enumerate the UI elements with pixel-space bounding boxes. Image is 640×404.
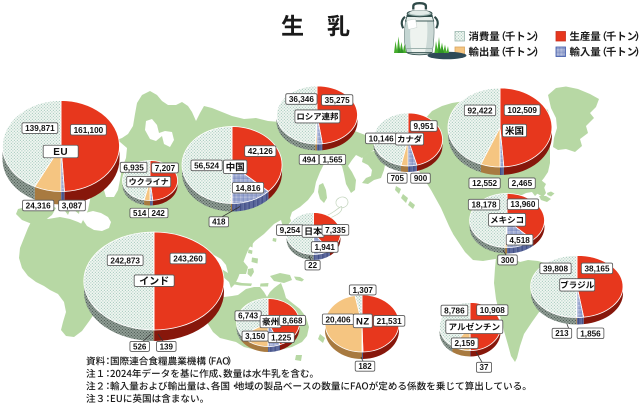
svg-text:3,150: 3,150 (245, 332, 266, 341)
svg-text:7,207: 7,207 (155, 164, 176, 173)
svg-text:92,422: 92,422 (467, 106, 492, 115)
svg-text:242: 242 (152, 209, 166, 218)
svg-text:13,960: 13,960 (510, 200, 535, 209)
svg-text:514: 514 (133, 209, 147, 218)
svg-text:22: 22 (308, 261, 317, 270)
svg-text:139: 139 (160, 342, 174, 351)
svg-text:418: 418 (212, 218, 226, 227)
svg-text:56,524: 56,524 (194, 161, 219, 170)
svg-text:243,260: 243,260 (173, 254, 203, 263)
svg-text:1,307: 1,307 (352, 286, 373, 295)
svg-text:1,565: 1,565 (322, 155, 343, 164)
svg-text:9,254: 9,254 (280, 226, 301, 235)
svg-text:35,275: 35,275 (325, 96, 350, 105)
svg-text:705: 705 (391, 174, 405, 183)
svg-text:8,668: 8,668 (282, 316, 303, 325)
svg-text:1,856: 1,856 (580, 329, 601, 338)
svg-text:102,509: 102,509 (507, 106, 537, 115)
svg-text:6,743: 6,743 (238, 312, 259, 321)
svg-text:20,406: 20,406 (325, 315, 350, 324)
svg-text:1,941: 1,941 (314, 243, 335, 252)
svg-text:36,346: 36,346 (289, 95, 314, 104)
svg-text:4,518: 4,518 (509, 236, 530, 245)
svg-text:6,935: 6,935 (123, 163, 144, 172)
svg-text:18,178: 18,178 (471, 201, 496, 210)
svg-text:2,465: 2,465 (512, 179, 533, 188)
svg-text:900: 900 (414, 174, 428, 183)
svg-text:526: 526 (133, 342, 147, 351)
svg-text:9,951: 9,951 (414, 122, 435, 131)
svg-text:2,159: 2,159 (454, 339, 475, 348)
svg-text:139,871: 139,871 (25, 124, 55, 133)
svg-text:EU: EU (53, 147, 68, 158)
svg-text:7,335: 7,335 (325, 226, 346, 235)
svg-text:21,531: 21,531 (377, 317, 402, 326)
svg-text:1,225: 1,225 (271, 333, 292, 342)
svg-text:42,126: 42,126 (248, 147, 273, 156)
svg-text:300: 300 (501, 256, 515, 265)
svg-text:161,100: 161,100 (74, 126, 104, 135)
svg-text:242,873: 242,873 (110, 256, 140, 265)
svg-text:24,316: 24,316 (26, 201, 51, 210)
svg-text:3,087: 3,087 (62, 201, 83, 210)
svg-text:12,552: 12,552 (472, 179, 497, 188)
svg-text:39,808: 39,808 (543, 264, 568, 273)
svg-text:10,146: 10,146 (369, 134, 394, 143)
svg-text:10,908: 10,908 (480, 306, 505, 315)
svg-text:8,786: 8,786 (444, 306, 465, 315)
svg-text:213: 213 (555, 329, 569, 338)
svg-text:37: 37 (480, 363, 489, 372)
svg-text:494: 494 (302, 155, 316, 164)
svg-text:182: 182 (358, 362, 372, 371)
svg-text:NZ: NZ (356, 316, 370, 327)
svg-text:38,165: 38,165 (584, 264, 609, 273)
svg-text:14,816: 14,816 (235, 184, 260, 193)
